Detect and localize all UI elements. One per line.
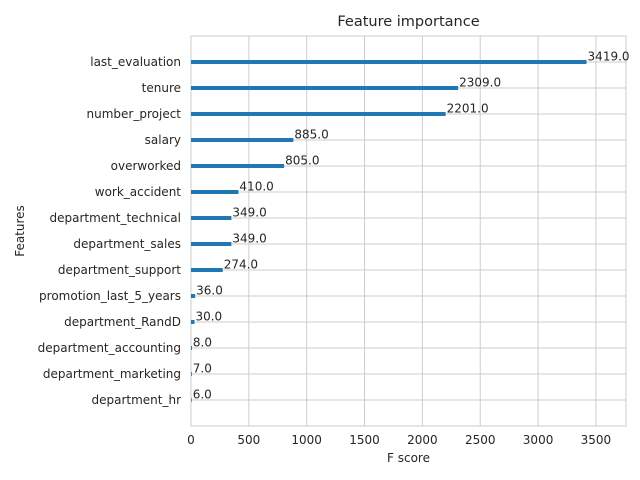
- data-label-department_support: 274.0: [224, 258, 258, 272]
- y-tick-label: overworked: [111, 159, 181, 173]
- x-tick-label: 2000: [407, 433, 438, 447]
- bar-promotion_last_5_years: [191, 294, 196, 298]
- data-label-department_marketing: 7.0: [193, 362, 212, 376]
- bar-department_hr: [191, 398, 192, 402]
- bar-work_accident: [191, 190, 239, 194]
- x-tick-label: 3000: [523, 433, 554, 447]
- y-tick-label: last_evaluation: [90, 55, 181, 69]
- bar-department_support: [191, 268, 223, 272]
- x-axis-label: F score: [387, 451, 430, 465]
- x-tick-label: 1500: [349, 433, 380, 447]
- y-tick-label: department_accounting: [38, 341, 181, 355]
- y-tick-label: number_project: [87, 107, 182, 121]
- bar-last_evaluation: [191, 60, 587, 64]
- bar-department_accounting: [191, 346, 192, 350]
- y-tick-label: department_support: [58, 263, 181, 277]
- y-tick-label: tenure: [142, 81, 181, 95]
- x-tick-labels: 0 500 1000 1500 2000 2500 3000 3500: [187, 433, 611, 447]
- data-label-department_hr: 6.0: [193, 388, 212, 402]
- plot-frame: [190, 35, 627, 427]
- data-label-department_RandD: 30.0: [195, 310, 222, 324]
- bar-department_sales: [191, 242, 232, 246]
- y-tick-label: department_hr: [91, 393, 181, 407]
- data-label-overworked: 805.0: [285, 154, 319, 168]
- y-tick-label: department_sales: [73, 237, 181, 251]
- x-tick-label: 500: [237, 433, 260, 447]
- data-label-department_technical: 349.0: [232, 206, 266, 220]
- y-tick-label: work_accident: [95, 185, 182, 199]
- bar-salary: [191, 138, 294, 142]
- bar-department_marketing: [191, 372, 192, 376]
- bars-group: [191, 60, 587, 402]
- data-label-last_evaluation: 3419.0: [588, 50, 630, 64]
- y-tick-label: promotion_last_5_years: [39, 289, 181, 303]
- x-tick-label: 0: [187, 433, 195, 447]
- x-tick-label: 1000: [291, 433, 322, 447]
- data-label-tenure: 2309.0: [459, 76, 501, 90]
- bar-department_technical: [191, 216, 232, 220]
- y-axis-label: Features: [13, 205, 27, 257]
- x-tick-label: 2500: [465, 433, 496, 447]
- x-tick-label: 3500: [581, 433, 612, 447]
- bar-overworked: [191, 164, 285, 168]
- data-label-salary: 885.0: [294, 128, 328, 142]
- data-label-number_project: 2201.0: [447, 102, 489, 116]
- bar-tenure: [191, 86, 459, 90]
- bar-number_project: [191, 112, 446, 116]
- y-tick-label: department_marketing: [43, 367, 181, 381]
- bar-department_RandD: [191, 320, 195, 324]
- chart-title: Feature importance: [337, 14, 479, 30]
- data-labels-group: 3419.0 2309.0 2201.0 885.0 805.0 410.0 349.0 34…: [193, 50, 630, 402]
- data-label-department_accounting: 8.0: [193, 336, 212, 350]
- data-label-department_sales: 349.0: [232, 232, 266, 246]
- data-label-work_accident: 410.0: [239, 180, 273, 194]
- y-tick-label: department_RandD: [64, 315, 181, 329]
- y-tick-label: department_technical: [49, 211, 181, 225]
- y-tick-label: salary: [145, 133, 181, 147]
- data-label-promotion_last_5_years: 36.0: [196, 284, 223, 298]
